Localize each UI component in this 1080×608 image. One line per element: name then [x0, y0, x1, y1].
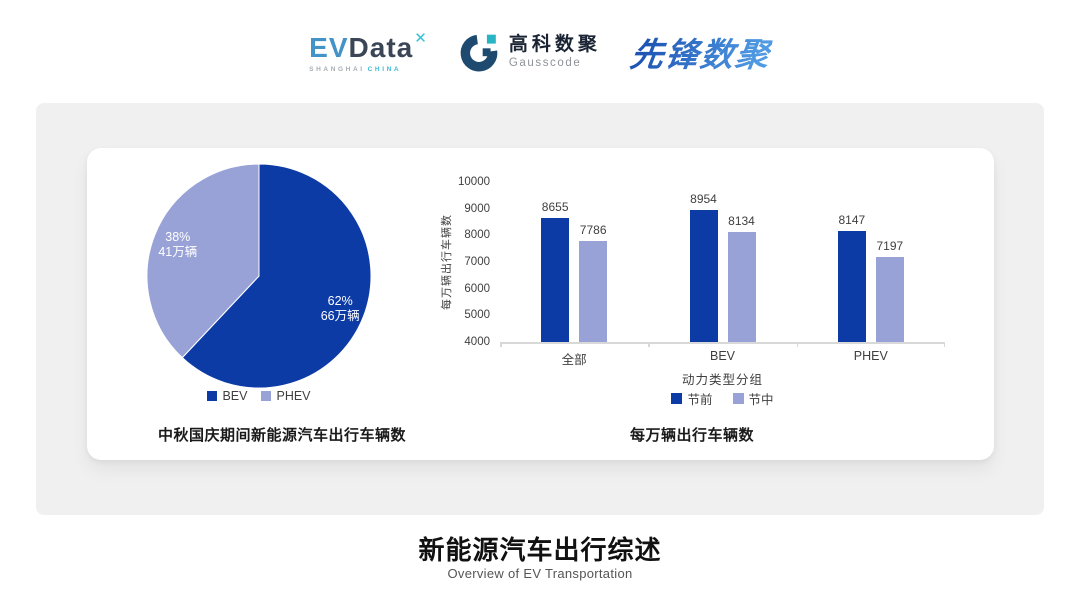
gausscode-logo-text: 高科数聚 Gausscode [509, 35, 601, 69]
bar-x-axis-label: 动力类型分组 [681, 373, 763, 387]
x-axis-tick [943, 342, 945, 347]
evdata-logo-subtext: SHANGHAI CHINA [309, 66, 401, 73]
y-tick-label: 9000 [464, 202, 490, 215]
bar-chart-caption: 每万辆出行车辆数 [629, 427, 754, 444]
y-tick-label: 7000 [464, 256, 490, 268]
gausscode-cn-text: 高科数聚 [508, 34, 601, 55]
bar-value-label: 7197 [876, 238, 904, 253]
x-axis-line [500, 342, 945, 344]
bar-节中-PHEV [875, 256, 904, 342]
legend-label: 节中 [748, 393, 774, 407]
x-category-label: PHEV [853, 349, 888, 363]
x-category-label: 全部 [561, 353, 587, 367]
page-title: 新能源汽车出行综述 [418, 535, 662, 565]
evdata-shanghai-text: SHANGHAI [309, 66, 365, 73]
evdata-ev-text: EV [309, 32, 349, 63]
bar-value-label: 7786 [579, 223, 607, 237]
legend-label: PHEV [276, 389, 311, 403]
bar-legend: 节前 节中 [500, 389, 945, 408]
gausscode-mark-icon [460, 34, 498, 72]
legend-label: BEV [222, 389, 248, 403]
bar-plot-area: 8655 7786 8954 8134 8147 7197 [500, 182, 945, 347]
legend-label: 节前 [687, 393, 713, 407]
pie-slice-percent: 38% [165, 230, 190, 244]
x-axis-tick [648, 342, 650, 347]
y-tick-label: 10000 [458, 176, 490, 188]
bar-value-label: 8655 [541, 199, 569, 214]
legend-swatch [261, 391, 272, 401]
x-axis-tick [796, 342, 799, 347]
logo-row: EVData✕ SHANGHAI CHINA 高科数聚 Gausscode 先锋数… [0, 20, 1080, 84]
gausscode-logo: 高科数聚 Gausscode [458, 31, 601, 73]
bar-节中-BEV [727, 231, 756, 342]
x-category-label: BEV [709, 349, 735, 363]
evdata-data-text: Data [348, 32, 414, 63]
bar-节中-全部 [579, 241, 608, 342]
legend-item: 节前 [671, 389, 713, 408]
evdata-logo-text: EVData✕ [309, 31, 428, 62]
gausscode-en-text: Gausscode [508, 56, 582, 69]
page-subtitle: Overview of EV Transportation [447, 566, 633, 581]
legend-swatch [671, 393, 683, 404]
evdata-logo: EVData✕ SHANGHAI CHINA [309, 31, 428, 73]
bar-chart-block: 每万辆出行车辆数 10000 9000 8000 7000 6000 5000 4000 8… [427, 148, 957, 460]
y-tick-label: 6000 [464, 282, 490, 295]
evdata-china-text: CHINA [367, 66, 402, 73]
bar-value-label: 8954 [690, 191, 717, 206]
pie-slice-bev [181, 163, 372, 389]
pie-slice-percent: 62% [328, 294, 353, 308]
pie-slice-value: 41万辆 [158, 245, 197, 259]
pie-slice-value: 66万辆 [321, 309, 360, 323]
x-axis-tick [500, 342, 502, 347]
pie-slice-label: 38% 41万辆 [158, 230, 197, 259]
xianfeng-logo: 先锋数聚 [627, 28, 774, 76]
pie-legend: BEV PHEV [87, 389, 431, 403]
bar-节前-全部 [541, 217, 570, 342]
legend-swatch [732, 393, 744, 404]
pie-slice-phev [146, 163, 260, 359]
pie-chart-block: 62% 66万辆 38% 41万辆 BEV PHEV 中秋国庆期间新能源汽车出行车辆数 [87, 148, 477, 460]
evdata-x-icon: ✕ [414, 30, 428, 47]
y-tick-label: 8000 [464, 229, 490, 242]
bar-value-label: 8147 [838, 213, 866, 228]
y-tick-label: 5000 [464, 309, 490, 322]
bar-节前-BEV [689, 209, 718, 342]
charts-card: 62% 66万辆 38% 41万辆 BEV PHEV 中秋国庆期间新能源汽车出行车辆数 … [87, 148, 994, 460]
pie-slice-label: 62% 66万辆 [321, 294, 360, 323]
legend-item: BEV [207, 389, 247, 403]
pie-chart: 62% 66万辆 38% 41万辆 [146, 163, 372, 389]
bar-节前-PHEV [837, 231, 866, 342]
pie-chart-caption: 中秋国庆期间新能源汽车出行车辆数 [157, 427, 406, 444]
legend-swatch [207, 391, 218, 401]
bar-value-label: 8134 [728, 213, 755, 228]
legend-item: 节中 [732, 389, 774, 408]
y-tick-label: 4000 [464, 336, 490, 348]
legend-item: PHEV [261, 389, 311, 403]
